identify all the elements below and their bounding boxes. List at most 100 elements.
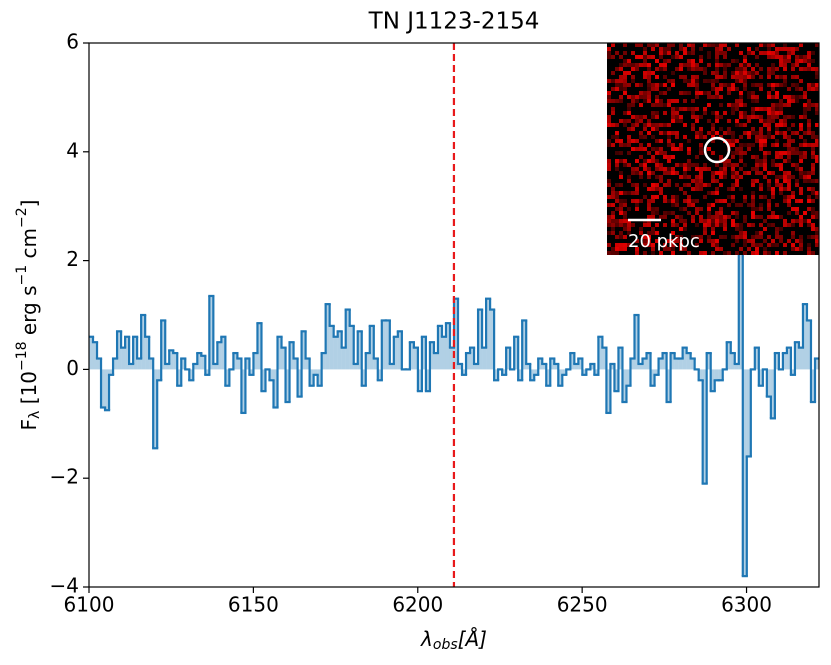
inset-pixel (767, 107, 771, 111)
inset-pixel (767, 223, 771, 227)
bin-fill (602, 347, 607, 370)
inset-pixel (807, 251, 811, 255)
inset-pixel (667, 87, 671, 91)
inset-pixel (739, 51, 743, 55)
inset-pixel (611, 55, 615, 59)
inset-pixel (675, 147, 679, 151)
inset-pixel (735, 223, 739, 227)
inset-pixel (707, 131, 711, 135)
inset-pixel (607, 243, 611, 247)
inset-pixel (807, 59, 811, 63)
x-axis-label: λobs[Å] (420, 627, 487, 654)
inset-pixel (735, 179, 739, 183)
inset-pixel (675, 163, 679, 167)
inset-pixel (699, 175, 703, 179)
bin-fill (554, 363, 559, 370)
inset-pixel (687, 211, 691, 215)
inset-pixel (799, 191, 803, 195)
inset-pixel (811, 215, 815, 219)
inset-pixel (687, 159, 691, 163)
inset-pixel (623, 63, 627, 67)
inset-pixel (759, 131, 763, 135)
inset-pixel (775, 231, 779, 235)
inset-pixel (703, 107, 707, 111)
inset-pixel (631, 139, 635, 143)
inset-pixel (699, 219, 703, 223)
bin-fill (281, 347, 286, 370)
bin-fill (105, 369, 110, 411)
inset-pixel (755, 55, 759, 59)
inset-pixel (715, 179, 719, 183)
inset-pixel (659, 91, 663, 95)
inset-pixel (719, 87, 723, 91)
inset-pixel (687, 199, 691, 203)
inset-pixel (743, 75, 747, 79)
inset-pixel (703, 195, 707, 199)
inset-pixel (779, 215, 783, 219)
inset-pixel (747, 171, 751, 175)
y-label-sup: −2 (14, 207, 30, 228)
inset-pixel (607, 79, 611, 83)
inset-pixel (711, 83, 715, 87)
inset-pixel (675, 183, 679, 187)
inset-pixel (815, 43, 819, 47)
inset-pixel (799, 43, 803, 47)
inset-pixel (695, 183, 699, 187)
inset-pixel (683, 199, 687, 203)
bin-fill (189, 369, 194, 381)
x-tick-label: 6200 (392, 593, 443, 617)
inset-pixel (743, 55, 747, 59)
inset-pixel (627, 83, 631, 87)
inset-pixel (627, 139, 631, 143)
inset-pixel (759, 183, 763, 187)
bin-fill (429, 342, 434, 370)
inset-pixel (695, 187, 699, 191)
inset-pixel (783, 143, 787, 147)
inset-pixel (783, 79, 787, 83)
inset-pixel (651, 215, 655, 219)
inset-pixel (811, 103, 815, 107)
bin-fill (466, 353, 471, 370)
inset-pixel (671, 199, 675, 203)
inset-pixel (791, 115, 795, 119)
inset-pixel (775, 139, 779, 143)
inset-pixel (751, 239, 755, 243)
inset-pixel (787, 183, 791, 187)
inset-pixel (671, 219, 675, 223)
inset-pixel (671, 107, 675, 111)
bin-fill (441, 336, 446, 370)
inset-pixel (639, 163, 643, 167)
inset-pixel (647, 143, 651, 147)
inset-pixel (623, 91, 627, 95)
inset-pixel (803, 143, 807, 147)
inset-pixel (699, 235, 703, 239)
inset-pixel (779, 191, 783, 195)
inset-pixel (679, 187, 683, 191)
inset-pixel (795, 87, 799, 91)
inset-pixel (723, 215, 727, 219)
bin-fill (437, 325, 442, 370)
inset-pixel (671, 55, 675, 59)
inset-pixel (663, 155, 667, 159)
inset-pixel (783, 59, 787, 63)
inset-pixel (759, 187, 763, 191)
inset-pixel (711, 79, 715, 83)
inset-pixel (799, 219, 803, 223)
inset-pixel (659, 51, 663, 55)
inset-pixel (659, 187, 663, 191)
inset-pixel (675, 115, 679, 119)
inset-pixel (763, 247, 767, 251)
inset-pixel (611, 251, 615, 255)
inset-pixel (663, 67, 667, 71)
inset-pixel (783, 55, 787, 59)
y-label-part: erg s (17, 285, 41, 341)
inset-pixel (767, 75, 771, 79)
inset-pixel (691, 203, 695, 207)
inset-pixel (679, 67, 683, 71)
bin-fill (590, 363, 595, 370)
inset-pixel (635, 171, 639, 175)
inset-pixel (787, 199, 791, 203)
inset-pixel (751, 127, 755, 131)
inset-pixel (671, 195, 675, 199)
inset-pixel (751, 251, 755, 255)
